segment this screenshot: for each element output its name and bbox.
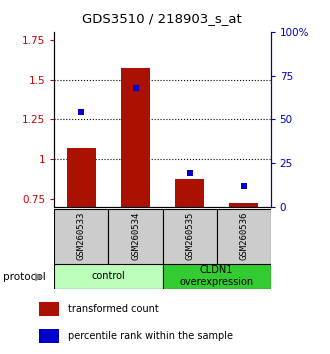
Text: GSM260536: GSM260536 [239,212,248,261]
Point [79,109,84,114]
Bar [54,264,162,289]
Bar [39,302,59,316]
Bar [121,69,150,207]
Bar [175,179,204,207]
Text: GDS3510 / 218903_s_at: GDS3510 / 218903_s_at [82,12,242,25]
Text: GSM260535: GSM260535 [185,212,194,261]
Text: GSM260533: GSM260533 [77,212,86,261]
Text: ▶: ▶ [35,272,43,282]
Text: CLDN1
overexpression: CLDN1 overexpression [180,265,254,287]
Bar [67,148,96,207]
Text: transformed count: transformed count [68,304,159,314]
Text: GSM260534: GSM260534 [131,212,140,261]
Bar [162,264,271,289]
Bar [39,329,59,343]
Text: percentile rank within the sample: percentile rank within the sample [68,331,233,341]
Bar [109,209,163,264]
Bar [216,209,271,264]
Point [241,183,246,189]
Point [187,170,192,176]
Point [133,85,138,91]
Text: control: control [92,271,125,281]
Bar [162,209,216,264]
Bar [54,209,109,264]
Bar [229,203,258,207]
Text: protocol: protocol [3,272,46,282]
